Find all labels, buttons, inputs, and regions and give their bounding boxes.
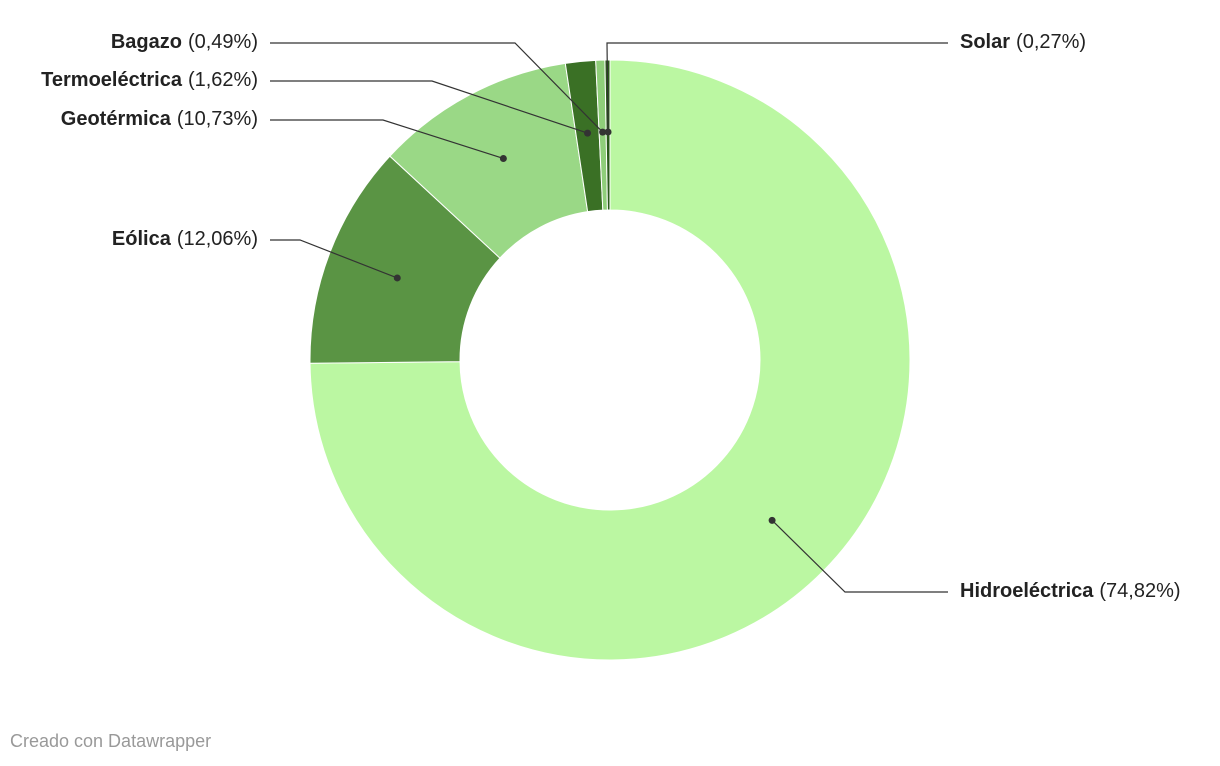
label-value: (1,62%) bbox=[188, 69, 258, 91]
slice bbox=[309, 59, 911, 661]
label-name: Geotérmica bbox=[61, 108, 172, 130]
leader-line bbox=[606, 42, 948, 133]
slice-label: Termoeléctrica (1,62%) bbox=[41, 69, 258, 91]
label-value: (10,73%) bbox=[177, 108, 258, 130]
leader-line bbox=[270, 239, 398, 279]
leader-dot bbox=[393, 274, 401, 282]
label-name: Termoeléctrica bbox=[41, 69, 183, 91]
label-name: Hidroeléctrica bbox=[960, 580, 1094, 602]
label-value: (74,82%) bbox=[1099, 580, 1180, 602]
slice bbox=[389, 62, 589, 259]
leader-line bbox=[771, 519, 948, 593]
slice-label: Eólica (12,06%) bbox=[112, 228, 258, 250]
label-value: (12,06%) bbox=[177, 228, 258, 250]
footer: Creado con Datawrapper bbox=[10, 731, 211, 751]
leader-line bbox=[270, 42, 604, 133]
leader-dot bbox=[499, 154, 507, 162]
slice-label: Geotérmica (10,73%) bbox=[61, 108, 258, 130]
slice-label: Bagazo (0,49%) bbox=[111, 31, 258, 53]
leader-dot bbox=[604, 128, 612, 136]
leader-dot bbox=[584, 129, 592, 137]
label-value: (0,27%) bbox=[1016, 31, 1086, 53]
leader-dot bbox=[599, 128, 607, 136]
slice-label: Solar (0,27%) bbox=[960, 31, 1086, 53]
leader-dot bbox=[768, 516, 776, 524]
slice-label: Hidroeléctrica (74,82%) bbox=[960, 580, 1181, 602]
label-name: Bagazo bbox=[111, 31, 182, 53]
label-name: Eólica bbox=[112, 228, 172, 250]
leader-line bbox=[270, 80, 588, 134]
label-value: (0,49%) bbox=[188, 31, 258, 53]
leader-line bbox=[270, 119, 504, 160]
label-name: Solar bbox=[960, 31, 1010, 53]
